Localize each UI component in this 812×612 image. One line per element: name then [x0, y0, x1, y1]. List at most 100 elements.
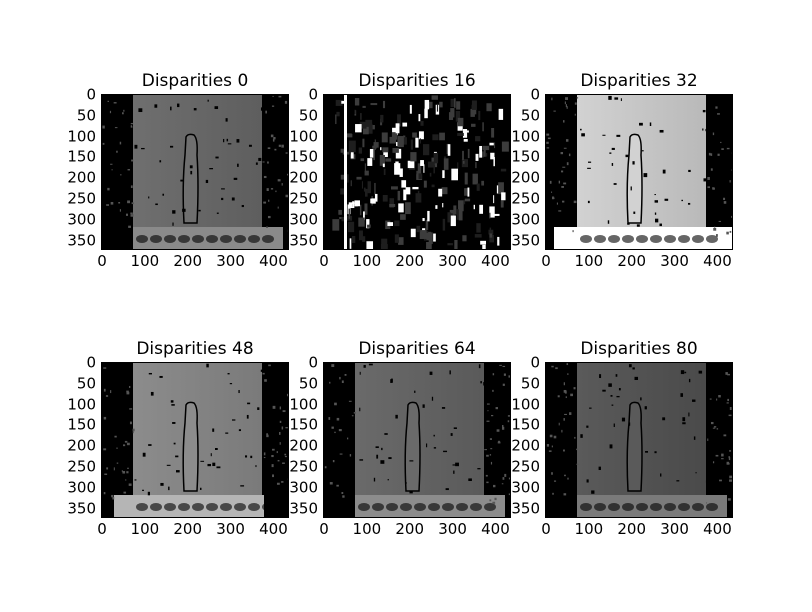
- noise-speck: [190, 170, 193, 175]
- y-tick-label: 350: [67, 499, 96, 518]
- noise-speck: [572, 230, 574, 233]
- noise-speck: [382, 194, 388, 202]
- noise-speck: [654, 451, 657, 454]
- noise-speck: [654, 218, 659, 223]
- noise-speck: [383, 151, 388, 158]
- noise-speck: [720, 141, 722, 144]
- noise-speck: [620, 98, 622, 102]
- noise-speck: [116, 447, 118, 449]
- noise-speck: [450, 98, 456, 107]
- noise-speck: [726, 231, 729, 235]
- noise-speck: [608, 95, 612, 100]
- noise-speck: [409, 460, 414, 462]
- noise-speck: [478, 110, 481, 121]
- noise-speck: [609, 152, 612, 154]
- y-tick-label: 50: [76, 106, 96, 125]
- noise-speck: [126, 442, 130, 446]
- noise-speck: [365, 188, 368, 197]
- noise-speck: [107, 187, 110, 191]
- stone-gap: [414, 503, 426, 511]
- noise-speck: [365, 119, 373, 127]
- stone-gap: [608, 503, 620, 511]
- noise-speck: [287, 173, 288, 176]
- noise-speck: [580, 434, 583, 438]
- noise-speck: [410, 228, 416, 238]
- noise-speck: [426, 231, 432, 241]
- noise-speck: [258, 157, 262, 161]
- noise-speck: [373, 142, 379, 148]
- noise-speck: [553, 480, 557, 482]
- noise-speck: [632, 161, 635, 165]
- noise-speck: [546, 133, 550, 136]
- noise-speck: [362, 236, 366, 242]
- noise-speck: [429, 172, 432, 177]
- noise-speck: [475, 136, 481, 142]
- noise-speck: [162, 193, 165, 196]
- y-tick-label: 0: [308, 85, 318, 104]
- noise-speck: [147, 491, 151, 496]
- noise-speck: [240, 485, 245, 487]
- x-tick-label: 200: [395, 520, 425, 538]
- noise-speck: [109, 110, 112, 114]
- noise-speck: [654, 194, 656, 196]
- noise-speck: [688, 169, 691, 173]
- noise-speck: [285, 194, 288, 198]
- noise-speck: [721, 148, 724, 150]
- noise-speck: [111, 494, 114, 498]
- noise-speck: [565, 139, 569, 142]
- stone-gap: [622, 503, 634, 511]
- noise-speck: [263, 456, 266, 459]
- noise-speck: [260, 369, 263, 372]
- noise-speck: [166, 464, 171, 466]
- y-tick-label: 100: [511, 395, 540, 414]
- noise-speck: [472, 173, 478, 185]
- noise-speck: [496, 429, 500, 432]
- noise-speck: [551, 191, 553, 193]
- noise-speck: [500, 200, 504, 208]
- noise-speck: [494, 497, 497, 501]
- stone-gap: [664, 235, 676, 243]
- noise-speck: [639, 122, 643, 126]
- noise-speck: [356, 176, 362, 180]
- noise-speck: [485, 474, 488, 477]
- noise-speck: [370, 103, 378, 106]
- noise-speck: [278, 95, 282, 98]
- noise-speck: [468, 478, 472, 482]
- disparity-map-image: [545, 94, 733, 250]
- noise-speck: [454, 240, 458, 249]
- noise-speck: [141, 147, 145, 150]
- noise-speck: [341, 100, 346, 104]
- noise-speck: [138, 108, 143, 113]
- stone-gap: [234, 503, 246, 511]
- noise-speck: [341, 217, 346, 222]
- noise-speck: [336, 111, 340, 117]
- noise-speck: [490, 152, 495, 160]
- noise-speck: [132, 428, 135, 432]
- noise-speck: [710, 168, 713, 171]
- noise-speck: [561, 429, 563, 433]
- noise-speck: [713, 227, 717, 231]
- y-tick-label: 250: [511, 457, 540, 476]
- noise-speck: [346, 437, 349, 440]
- stone-gap: [636, 503, 648, 511]
- noise-speck: [215, 447, 218, 451]
- statue-region: [626, 133, 643, 224]
- noise-speck: [125, 213, 128, 216]
- noise-speck: [486, 103, 492, 112]
- noise-speck: [412, 132, 417, 138]
- noise-speck: [480, 381, 482, 384]
- noise-speck: [389, 136, 397, 144]
- noise-speck: [116, 462, 119, 464]
- noise-speck: [567, 373, 569, 375]
- noise-speck: [433, 152, 439, 164]
- noise-speck: [284, 100, 288, 104]
- noise-speck: [364, 203, 368, 215]
- noise-speck: [362, 138, 365, 148]
- noise-speck: [112, 497, 115, 500]
- noise-speck: [644, 406, 647, 410]
- noise-speck: [726, 461, 730, 465]
- noise-speck: [375, 446, 379, 449]
- noise-speck: [420, 160, 424, 166]
- noise-speck: [489, 206, 495, 218]
- noise-speck: [457, 132, 464, 136]
